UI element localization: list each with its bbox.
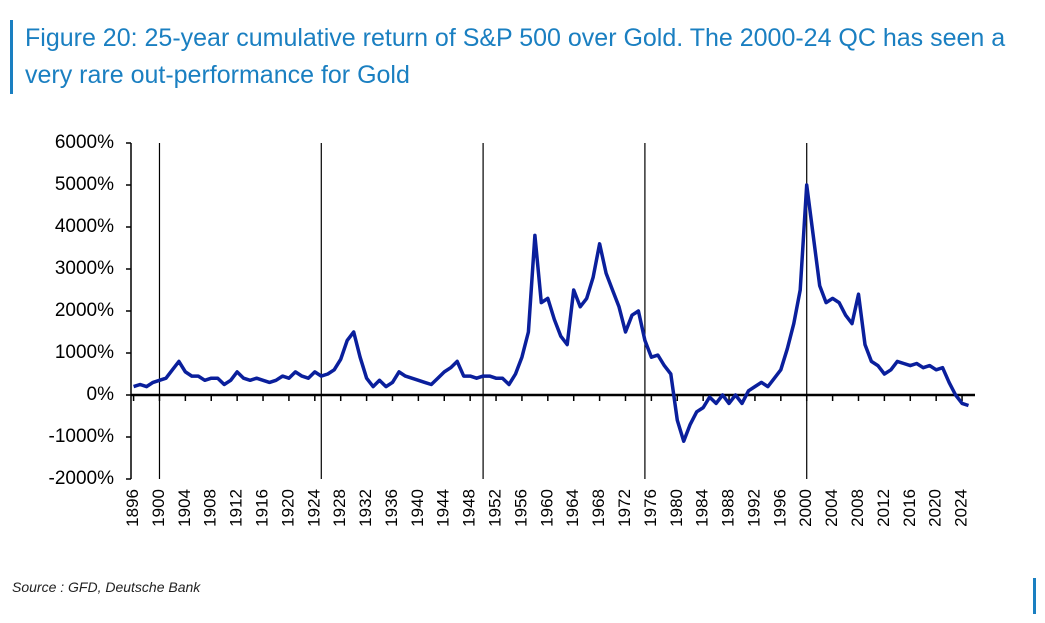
x-tick-label: 1928: [330, 489, 349, 527]
x-tick-label: 1912: [227, 489, 246, 527]
source: Source : GFD, Deutsche Bank: [12, 579, 201, 595]
x-tick-label: 2008: [848, 489, 867, 527]
y-tick-label: 0%: [87, 384, 115, 405]
y-tick-label: 2000%: [55, 300, 114, 321]
line-series: [133, 183, 970, 443]
x-tick-label: 2020: [926, 489, 945, 527]
x-tick-label: 1996: [770, 489, 789, 527]
x-tick-label: 1988: [719, 489, 738, 527]
y-tick-label: 1000%: [55, 342, 114, 363]
y-tick-label: -2000%: [49, 468, 115, 489]
x-tick-label: 2004: [822, 489, 841, 527]
frame-bar: [1033, 578, 1036, 614]
x-tick-label: 1936: [382, 489, 401, 527]
x-tick-label: 2012: [874, 489, 893, 527]
x-tick-label: 1900: [149, 489, 168, 527]
x-tick-label: 1956: [511, 489, 530, 527]
x-tick-label: 1968: [589, 489, 608, 527]
x-tick-label: 1948: [460, 489, 479, 527]
x-tick-label: 2000: [796, 489, 815, 527]
x-tick-label: 1944: [434, 489, 453, 527]
x-tick-label: 1908: [201, 489, 220, 527]
x-tick-label: 1896: [123, 489, 142, 527]
x-tick-label: 1924: [304, 489, 323, 527]
x-tick-label: 1952: [486, 489, 505, 527]
x-tick-label: 1964: [563, 489, 582, 527]
x-tick-label: 1976: [641, 489, 660, 527]
y-tick-label: 4000%: [55, 216, 114, 237]
x-tick-label: 1972: [615, 489, 634, 527]
x-tick-label: 1916: [253, 489, 272, 527]
x-tick-label: 1984: [693, 489, 712, 527]
x-tick-label: 1940: [408, 489, 427, 527]
x-tick-label: 2024: [952, 489, 971, 527]
x-tick-label: 1960: [537, 489, 556, 527]
y-tick-label: 5000%: [55, 174, 114, 195]
x-tick-label: 2016: [900, 489, 919, 527]
chart-title: Figure 20: 25-year cumulative return of …: [10, 20, 1045, 94]
x-tick-label: 1932: [356, 489, 375, 527]
y-tick-label: 6000%: [55, 132, 114, 153]
x-tick-label: 1920: [278, 489, 297, 527]
x-tick-label: 1992: [744, 489, 763, 527]
x-tick-label: 1904: [175, 489, 194, 527]
x-tick-label: 1980: [667, 489, 686, 527]
y-tick-label: 3000%: [55, 258, 114, 279]
y-tick-label: -1000%: [49, 426, 115, 447]
